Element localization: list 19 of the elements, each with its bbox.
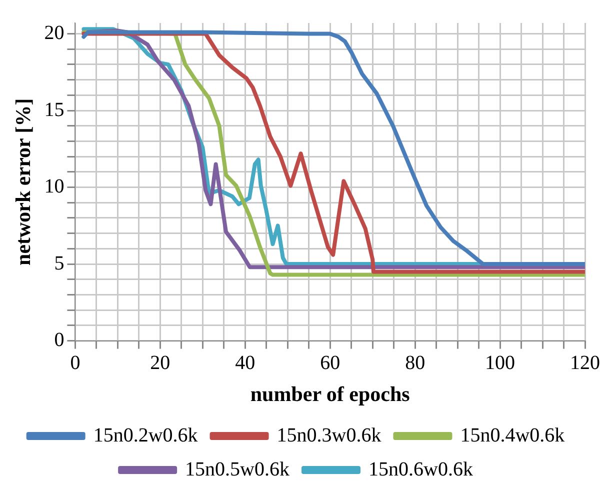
y-axis-title: network error [%] <box>11 98 36 266</box>
legend-label: 15n0.3w0.6k <box>276 424 382 446</box>
legend-label: 15n0.2w0.6k <box>93 424 198 446</box>
x-tick-label: 100 <box>485 352 516 374</box>
legend-label: 15n0.6w0.6k <box>368 458 473 480</box>
x-tick-label: 80 <box>405 352 426 374</box>
y-tick-label: 15 <box>44 98 64 121</box>
x-tick-label: 60 <box>320 352 340 374</box>
y-tick-label: 10 <box>44 176 64 198</box>
y-tick-label: 0 <box>54 329 64 352</box>
legend-label: 15n0.4w0.6k <box>460 424 565 446</box>
y-tick-label: 20 <box>44 22 64 44</box>
x-tick-label: 40 <box>235 352 256 374</box>
x-tick-label: 20 <box>150 352 170 374</box>
x-tick-label: 0 <box>70 352 80 374</box>
x-axis-title: number of epochs <box>250 382 410 406</box>
y-tick-label: 5 <box>54 252 64 274</box>
x-tick-label: 120 <box>570 352 600 374</box>
legend-label: 15n0.5w0.6k <box>185 458 290 480</box>
